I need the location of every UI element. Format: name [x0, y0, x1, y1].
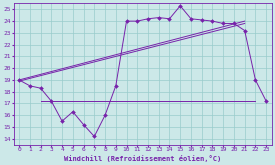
X-axis label: Windchill (Refroidissement éolien,°C): Windchill (Refroidissement éolien,°C)	[64, 155, 221, 162]
